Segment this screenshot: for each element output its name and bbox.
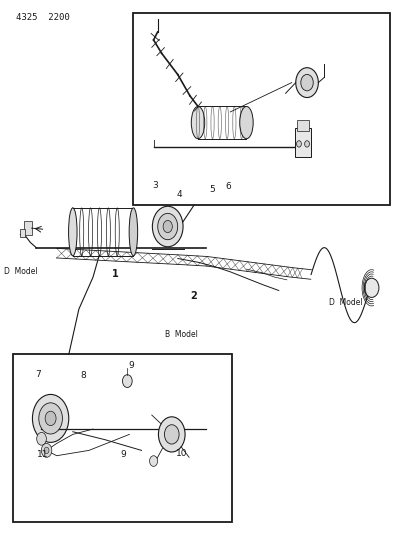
Text: 2: 2 <box>191 291 197 301</box>
Bar <box>295 128 311 157</box>
Text: 10: 10 <box>176 449 188 457</box>
Text: 4: 4 <box>177 190 183 199</box>
Text: 9: 9 <box>129 361 134 369</box>
Circle shape <box>152 206 183 247</box>
Text: B  Model: B Model <box>165 330 198 340</box>
Circle shape <box>296 68 318 98</box>
Circle shape <box>45 411 56 425</box>
Bar <box>297 120 309 131</box>
Ellipse shape <box>191 107 205 139</box>
Ellipse shape <box>240 107 253 139</box>
Circle shape <box>32 394 69 442</box>
Text: 7: 7 <box>35 370 41 378</box>
Circle shape <box>41 443 52 457</box>
Bar <box>133 13 390 205</box>
Text: 11: 11 <box>37 450 48 458</box>
Circle shape <box>122 375 132 387</box>
Text: 9: 9 <box>120 450 126 458</box>
Text: 5: 5 <box>209 185 215 193</box>
Bar <box>13 354 232 522</box>
Circle shape <box>364 278 379 297</box>
Text: 6: 6 <box>225 182 231 191</box>
Text: 4325  2200: 4325 2200 <box>16 13 70 22</box>
Circle shape <box>163 221 172 232</box>
Circle shape <box>305 141 309 147</box>
Circle shape <box>297 141 302 147</box>
Circle shape <box>44 447 49 454</box>
Ellipse shape <box>69 208 77 256</box>
Circle shape <box>301 75 313 91</box>
Circle shape <box>164 425 179 444</box>
Circle shape <box>150 456 157 466</box>
Text: 1: 1 <box>112 270 119 279</box>
Text: D  Model: D Model <box>4 266 37 276</box>
Text: 3: 3 <box>153 181 158 190</box>
Bar <box>24 221 32 235</box>
Circle shape <box>158 213 178 240</box>
Circle shape <box>158 417 185 452</box>
Bar <box>20 229 25 237</box>
Circle shape <box>37 432 47 445</box>
Text: 8: 8 <box>80 372 86 380</box>
Ellipse shape <box>129 208 137 256</box>
Text: D  Model: D Model <box>328 298 362 308</box>
Circle shape <box>39 403 62 434</box>
